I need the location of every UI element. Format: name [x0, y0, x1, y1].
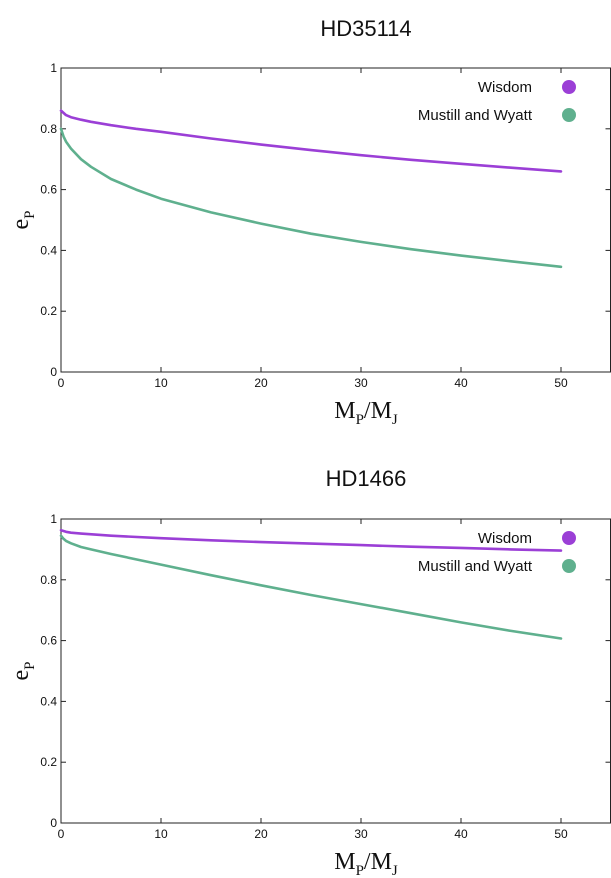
y-tick-label: 0: [50, 816, 57, 830]
legend-marker: [562, 531, 576, 545]
series-line-2: [59, 534, 563, 640]
y-tick-label: 1: [50, 512, 57, 526]
x-tick-label: 40: [454, 376, 468, 390]
y-axis-label-main: e: [8, 219, 34, 230]
x-tick-label: 20: [254, 376, 268, 390]
x-tick-label: 30: [354, 376, 368, 390]
y-axis-label-sub: P: [22, 662, 38, 670]
y-tick-label: 0.4: [40, 243, 57, 257]
chart-panel-1: HD35114 0 10 20 30 40 50 0 0.2 0.4 0.6 0.8 1 Wisdom Mu…: [8, 16, 611, 428]
y-tick-label: 0.8: [40, 122, 57, 136]
chart-panel-2: HD1466 0 10 20 30 40 50 0 0.2 0.4 0.6 0.8 1 Wisdom Mus…: [8, 466, 611, 878]
x-tick-label: 0: [58, 827, 65, 841]
x-axis-label-mid: /M: [364, 849, 392, 875]
legend-marker: [562, 108, 576, 122]
series-line-1: [59, 109, 563, 173]
y-tick-label: 0.2: [40, 304, 57, 318]
y-tick-label: 0: [50, 365, 57, 379]
x-axis-label: MP/MJ: [334, 398, 398, 428]
chart-title: HD35114: [320, 16, 411, 41]
y-axis-label: eP: [8, 211, 38, 230]
legend-label: Wisdom: [478, 530, 532, 547]
y-tick-label: 0.6: [40, 634, 57, 648]
y-axis-label-sub: P: [22, 211, 38, 219]
y-tick-label: 0.8: [40, 573, 57, 587]
x-axis-label: MP/MJ: [334, 849, 398, 878]
y-tick-label: 1: [50, 61, 57, 75]
x-tick-label: 30: [354, 827, 368, 841]
x-tick-label: 20: [254, 827, 268, 841]
y-tick-label: 0.6: [40, 183, 57, 197]
y-tick-label: 0.2: [40, 755, 57, 769]
x-axis-label-main: M: [334, 849, 355, 875]
y-axis-label-main: e: [8, 670, 34, 681]
x-axis-label-sub2: J: [392, 412, 398, 428]
series-line-1: [59, 528, 563, 552]
legend-marker: [562, 559, 576, 573]
y-axis-label: eP: [8, 662, 38, 681]
legend-marker: [562, 80, 576, 94]
x-tick-label: 50: [554, 376, 568, 390]
legend-label: Mustill and Wyatt: [418, 107, 533, 124]
x-axis-label-sub1: P: [356, 412, 364, 428]
x-tick-label: 50: [554, 827, 568, 841]
y-tick-label: 0.4: [40, 694, 57, 708]
x-axis-label-mid: /M: [364, 398, 392, 424]
chart-title: HD1466: [326, 466, 407, 491]
series-line-2: [59, 127, 563, 269]
x-tick-label: 0: [58, 376, 65, 390]
legend-label: Wisdom: [478, 79, 532, 96]
legend-label: Mustill and Wyatt: [418, 558, 533, 575]
x-tick-label: 10: [154, 376, 168, 390]
x-axis-label-sub2: J: [392, 863, 398, 878]
x-tick-label: 10: [154, 827, 168, 841]
x-axis-label-main: M: [334, 398, 355, 424]
x-tick-label: 40: [454, 827, 468, 841]
x-axis-label-sub1: P: [356, 863, 364, 878]
